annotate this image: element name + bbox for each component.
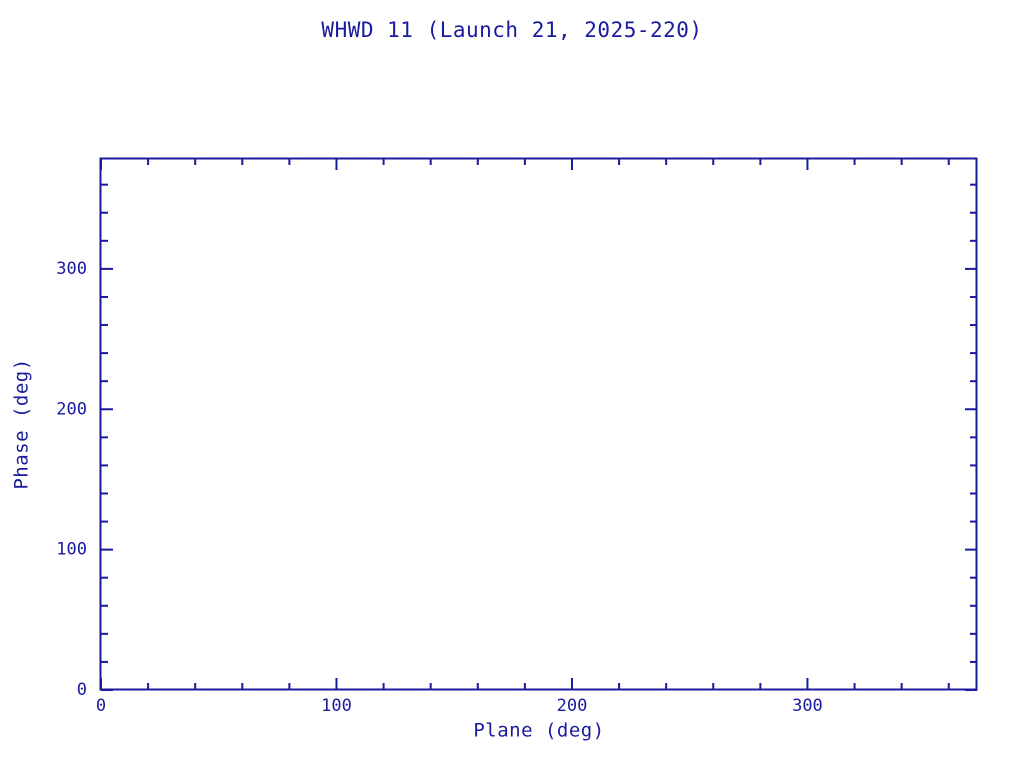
x-tick-label: 200 [557, 696, 588, 716]
x-axis-title: Plane (deg) [473, 720, 604, 742]
y-axis-title: Phase (deg) [11, 358, 33, 489]
y-tick-label: 300 [56, 259, 87, 279]
y-tick-label: 200 [56, 399, 87, 419]
y-tick-label: 100 [56, 540, 87, 560]
tick-marks [100, 158, 977, 691]
x-tick-label: 0 [96, 696, 106, 716]
x-tick-labels: 0 100 200 300 [96, 696, 823, 716]
plot-frame [99, 157, 978, 691]
y-tick-labels: 0 100 200 300 [56, 259, 87, 700]
y-tick-label: 0 [77, 680, 87, 700]
x-tick-label: 100 [321, 696, 352, 716]
x-tick-label: 300 [792, 696, 823, 716]
chart-title: WHWD 11 (Launch 21, 2025-220) [321, 18, 702, 42]
